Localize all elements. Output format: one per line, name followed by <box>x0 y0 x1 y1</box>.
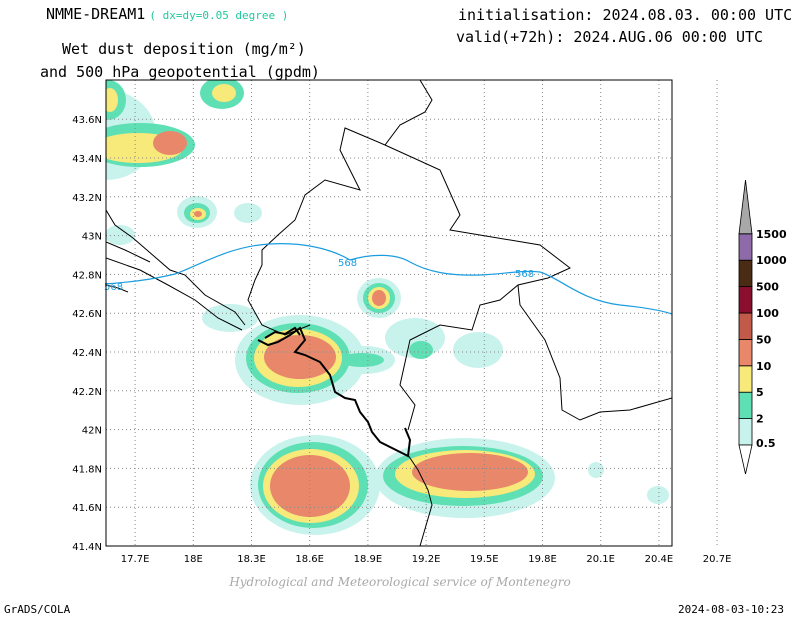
lon-tick-label: 19.5E <box>470 554 499 565</box>
render-timestamp: 2024-08-03-10:23 <box>678 603 784 616</box>
colorbar-label: 1500 <box>756 228 787 241</box>
colorbar-segment <box>738 418 753 446</box>
map-title-line2: and 500 hPa geopotential (gpdm) <box>40 63 320 81</box>
border-line <box>106 257 243 331</box>
lon-tick-label: 19.2E <box>412 554 441 565</box>
lon-tick-label: 19.8E <box>528 554 557 565</box>
model-name: NMME-DREAM1( dx=dy=0.05 degree ) <box>46 5 288 23</box>
dust-patch <box>647 486 669 504</box>
border-line <box>106 241 151 263</box>
lat-tick-label: 43N <box>82 232 102 243</box>
dust-patch <box>270 455 350 517</box>
coastline-line <box>257 326 412 458</box>
country-borders <box>106 80 672 546</box>
dust-patch <box>202 304 258 332</box>
lon-tick-label: 20.1E <box>586 554 615 565</box>
lat-tick-label: 43.6N <box>72 115 102 126</box>
dust-patch <box>194 211 202 217</box>
dust-patch <box>153 131 187 155</box>
colorbar-label: 500 <box>756 281 779 294</box>
software-label: GrADS/COLA <box>4 603 71 616</box>
colorbar-bottom-arrow <box>738 444 753 475</box>
colorbar: 0.5 2 5 10 50 100 500 1000 1500 <box>738 179 787 475</box>
dust-patch <box>106 88 118 112</box>
contour-label-568-west: 568 <box>104 282 123 293</box>
model-label: NMME-DREAM1 <box>46 5 146 23</box>
lat-tick-label: 43.2N <box>72 193 102 204</box>
map-title-line1: Wet dust deposition (mg/m²) <box>62 40 306 58</box>
colorbar-segment <box>738 338 753 367</box>
colorbar-label: 0.5 <box>756 437 776 450</box>
lon-tick-label: 20.4E <box>645 554 674 565</box>
contour-label-568-east: 568 <box>515 269 534 280</box>
lat-lon-grid <box>106 80 718 546</box>
coastline-line <box>264 326 301 339</box>
lat-tick-label: 41.4N <box>72 542 102 553</box>
coastline <box>257 326 412 458</box>
border-line <box>247 80 433 336</box>
lat-tick-label: 42.4N <box>72 348 102 359</box>
dust-patch <box>106 225 135 245</box>
credit-text: Hydrological and Meteorological service … <box>229 575 571 589</box>
dust-patch <box>409 341 433 359</box>
colorbar-segment <box>738 391 753 420</box>
lat-tick-label: 42N <box>82 426 102 437</box>
lat-tick-label: 42.2N <box>72 387 102 398</box>
dust-patch <box>234 203 262 223</box>
colorbar-segment <box>738 259 753 288</box>
colorbar-segment <box>738 179 753 235</box>
dust-patch <box>453 332 503 368</box>
lon-tick-label: 18.9E <box>354 554 383 565</box>
lat-tick-label: 43.4N <box>72 154 102 165</box>
lon-tick-label: 20.7E <box>703 554 732 565</box>
dust-patch <box>212 84 236 102</box>
dust-patch <box>372 290 386 306</box>
contour-label-568-center: 568 <box>338 258 357 269</box>
lat-tick-label: 41.8N <box>72 464 102 475</box>
dust-deposition-field <box>106 80 669 535</box>
lon-tick-label: 18.6E <box>295 554 324 565</box>
lat-tick-label: 42.6N <box>72 309 102 320</box>
border-line <box>517 284 672 421</box>
dust-patch <box>264 335 336 379</box>
border-line <box>106 284 129 293</box>
lat-tick-label: 42.8N <box>72 270 102 281</box>
model-resolution: ( dx=dy=0.05 degree ) <box>149 9 289 22</box>
lon-tick-label: 17.7E <box>121 554 150 565</box>
colorbar-label: 1000 <box>756 254 787 267</box>
colorbar-segment <box>738 233 753 261</box>
valid-time: valid(+72h): 2024.AUG.06 00:00 UTC <box>456 28 764 46</box>
longitude-tick-labels: 17.7E 18E 18.3E 18.6E 18.9E 19.2E 19.5E 19.8E 20… <box>121 554 732 565</box>
border-line <box>407 454 433 546</box>
dust-patch <box>588 462 604 478</box>
lon-tick-label: 18.3E <box>237 554 266 565</box>
lat-tick-label: 41.6N <box>72 503 102 514</box>
colorbar-segment <box>738 312 753 340</box>
colorbar-label: 10 <box>756 360 772 373</box>
colorbar-label: 2 <box>756 413 764 426</box>
latitude-tick-labels: 43.6N 43.4N 43.2N 43N 42.8N 42.6N 42.4N 42.2N 42… <box>72 115 102 553</box>
colorbar-label: 50 <box>756 333 772 346</box>
colorbar-segment <box>738 286 753 314</box>
dust-patch <box>340 353 384 367</box>
colorbar-label: 5 <box>756 386 764 399</box>
dust-patch <box>412 453 528 491</box>
geopotential-contour <box>106 243 672 315</box>
border-line <box>384 144 571 431</box>
lon-tick-label: 18E <box>184 554 203 565</box>
colorbar-label: 100 <box>756 307 779 320</box>
colorbar-segment <box>738 365 753 393</box>
geopotential-568-line <box>106 243 672 315</box>
map-frame <box>105 79 673 547</box>
initialisation-time: initialisation: 2024.08.03. 00:00 UTC <box>458 6 793 24</box>
